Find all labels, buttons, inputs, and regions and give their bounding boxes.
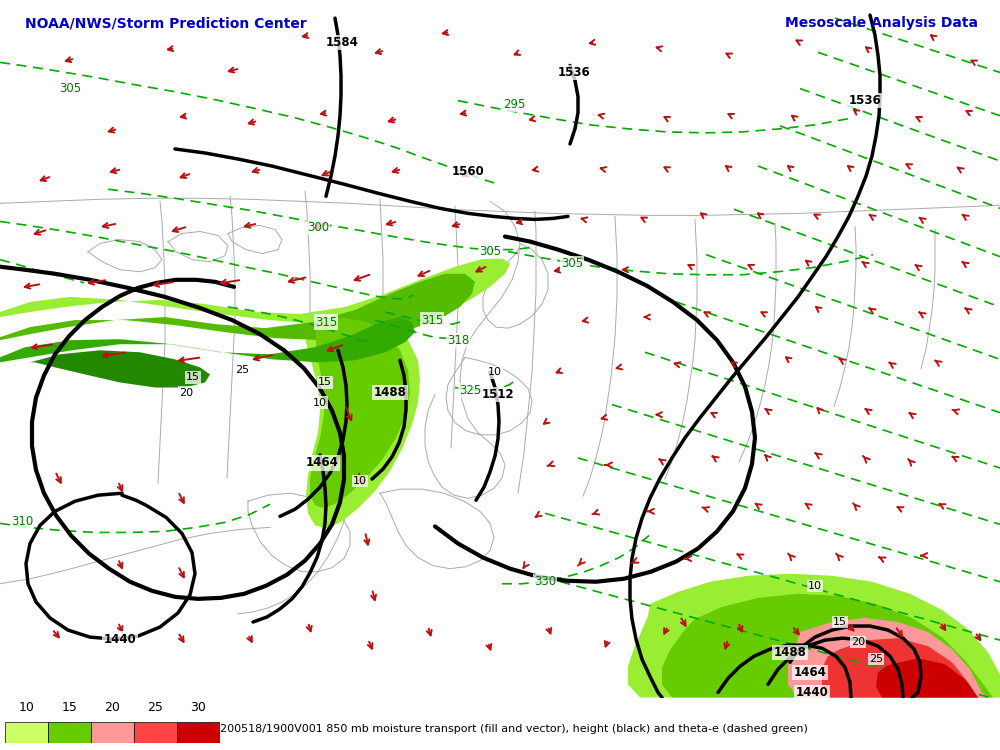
Text: 25: 25 bbox=[235, 365, 249, 376]
Text: 305: 305 bbox=[561, 257, 583, 270]
Text: 30: 30 bbox=[191, 700, 206, 714]
Text: 310: 310 bbox=[11, 514, 33, 528]
Text: 15: 15 bbox=[318, 377, 332, 388]
Text: 20: 20 bbox=[179, 388, 193, 398]
Text: 15: 15 bbox=[186, 373, 200, 382]
Polygon shape bbox=[306, 310, 420, 529]
Text: 10: 10 bbox=[808, 580, 822, 591]
Polygon shape bbox=[30, 350, 210, 388]
Text: 1488: 1488 bbox=[774, 646, 806, 658]
Text: 20: 20 bbox=[851, 638, 865, 647]
Text: 25: 25 bbox=[869, 654, 883, 664]
Bar bbox=[48, 722, 91, 742]
Text: 15: 15 bbox=[833, 617, 847, 627]
Bar bbox=[177, 722, 220, 742]
Text: 1440: 1440 bbox=[104, 632, 136, 646]
Text: 318: 318 bbox=[447, 334, 469, 346]
Text: 10: 10 bbox=[488, 368, 502, 377]
Text: 15: 15 bbox=[62, 700, 77, 714]
Text: 1536: 1536 bbox=[558, 66, 590, 79]
Text: Mesoscale Analysis Data: Mesoscale Analysis Data bbox=[785, 16, 978, 31]
Text: 300: 300 bbox=[307, 221, 329, 234]
Polygon shape bbox=[876, 658, 978, 698]
Text: 25: 25 bbox=[148, 700, 163, 714]
Polygon shape bbox=[822, 638, 978, 698]
Text: 315: 315 bbox=[421, 314, 443, 326]
Text: 315: 315 bbox=[315, 316, 337, 328]
Polygon shape bbox=[788, 618, 988, 698]
Polygon shape bbox=[0, 256, 510, 324]
Polygon shape bbox=[662, 594, 1000, 698]
Text: 295: 295 bbox=[503, 98, 525, 111]
Polygon shape bbox=[0, 317, 415, 362]
Text: 1536: 1536 bbox=[849, 94, 881, 107]
Text: 325: 325 bbox=[459, 384, 481, 397]
Text: 1464: 1464 bbox=[306, 457, 338, 470]
Bar bbox=[134, 722, 177, 742]
Text: 10: 10 bbox=[19, 700, 34, 714]
Text: 200518/1900V001 850 mb moisture transport (fill and vector), height (black) and : 200518/1900V001 850 mb moisture transpor… bbox=[220, 724, 808, 734]
Text: 1584: 1584 bbox=[326, 36, 358, 49]
Bar bbox=[91, 722, 134, 742]
Text: 1488: 1488 bbox=[374, 386, 406, 399]
Text: 1464: 1464 bbox=[794, 666, 826, 679]
Text: 305: 305 bbox=[59, 82, 81, 95]
Text: 10: 10 bbox=[313, 398, 327, 407]
Text: 1512: 1512 bbox=[482, 388, 514, 401]
Polygon shape bbox=[628, 574, 1000, 698]
Text: 330: 330 bbox=[534, 575, 556, 588]
Text: 10: 10 bbox=[353, 476, 367, 486]
Text: 305: 305 bbox=[479, 245, 501, 258]
Text: NOAA/NWS/Storm Prediction Center: NOAA/NWS/Storm Prediction Center bbox=[25, 16, 307, 31]
Text: 20: 20 bbox=[105, 700, 120, 714]
Polygon shape bbox=[310, 318, 410, 509]
Polygon shape bbox=[0, 274, 475, 340]
Bar bbox=[5, 722, 48, 742]
Text: 1440: 1440 bbox=[796, 686, 828, 699]
Text: 1560: 1560 bbox=[452, 164, 484, 178]
